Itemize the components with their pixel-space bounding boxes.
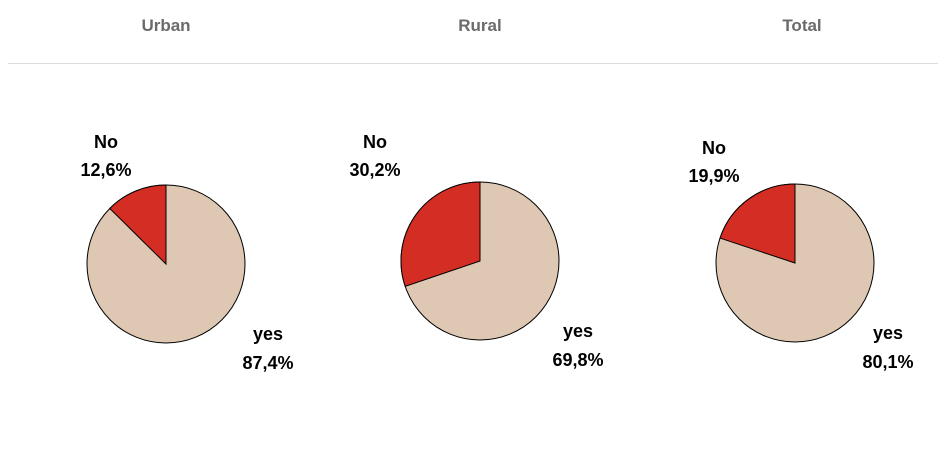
slice-value-no: 12,6% (80, 160, 131, 180)
header-divider (8, 63, 938, 64)
header-total: Total (782, 16, 822, 35)
header-rural: Rural (458, 16, 502, 35)
slice-label-yes: yes (873, 323, 903, 343)
pie-slice-no (109, 184, 167, 266)
slice-value-yes: 69,8% (552, 350, 603, 370)
slice-label-yes: yes (563, 321, 593, 341)
pie-slice-no (719, 183, 796, 264)
header-urban: Urban (141, 16, 191, 35)
pie-slice-no (400, 181, 481, 287)
slice-value-yes: 80,1% (862, 352, 913, 372)
slice-label-no: No (363, 132, 387, 152)
slice-value-no: 19,9% (688, 166, 739, 186)
slice-label-no: No (702, 138, 726, 158)
slice-value-yes: 87,4% (242, 353, 293, 373)
slice-value-no: 30,2% (349, 160, 400, 180)
slice-label-no: No (94, 132, 118, 152)
slice-label-yes: yes (253, 324, 283, 344)
